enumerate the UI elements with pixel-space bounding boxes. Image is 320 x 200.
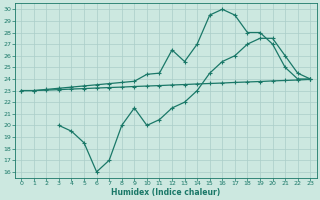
X-axis label: Humidex (Indice chaleur): Humidex (Indice chaleur) <box>111 188 220 197</box>
